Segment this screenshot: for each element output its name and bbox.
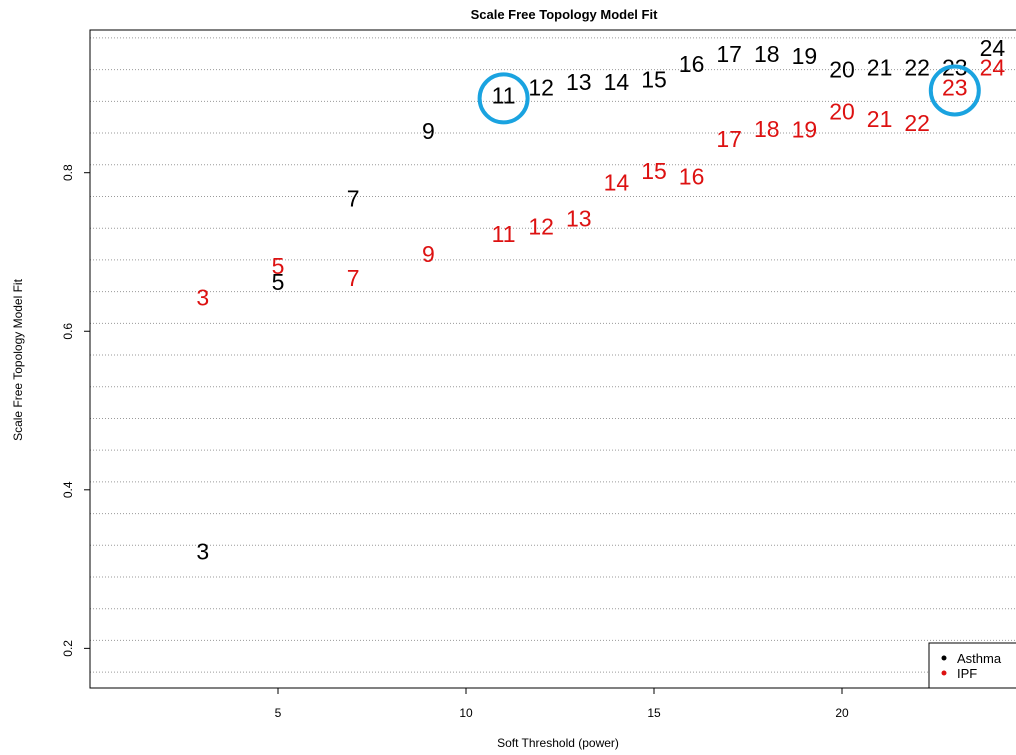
y-axis: 0.2 0.4 0.6 0.8 [61,164,90,657]
y-axis-label: Scale Free Topology Model Fit [11,278,25,441]
highlight-circle [928,64,981,117]
asthma-point-12: 12 [528,75,554,101]
legend-label: IPF [957,666,977,681]
ipf-point-5: 5 [272,253,285,279]
asthma-point-20: 20 [829,56,855,82]
legend-label: Asthma [957,651,1002,666]
ipf-point-7: 7 [347,265,360,291]
ipf-point-21: 21 [867,106,893,132]
y-tick-label: 0.4 [61,481,75,498]
x-tick-label: 15 [647,706,661,720]
ipf-point-18: 18 [754,116,780,142]
ipf-point-16: 16 [679,163,705,189]
asthma-point-17: 17 [716,41,742,67]
asthma-point-7: 7 [347,186,360,212]
asthma-point-16: 16 [679,51,705,77]
asthma-point-13: 13 [566,69,592,95]
x-axis-label: Soft Threshold (power) [497,736,619,750]
chart-title: Scale Free Topology Model Fit [471,7,659,22]
y-tick-label: 0.8 [61,164,75,181]
ipf-point-24: 24 [980,55,1006,81]
y-tick-label: 0.2 [61,640,75,657]
ipf-point-19: 19 [792,117,818,143]
ipf-point-12: 12 [528,213,554,239]
asthma-point-15: 15 [641,67,667,93]
asthma-point-3: 3 [196,538,209,564]
asthma-point-11: 11 [492,82,516,108]
asthma-point-22: 22 [904,55,930,81]
ipf-point-14: 14 [604,170,630,196]
x-tick-label: 20 [835,706,849,720]
asthma-point-18: 18 [754,41,780,67]
x-tick-label: 5 [275,706,282,720]
ipf-point-11: 11 [492,221,516,247]
data-points: 3579111213141516171819202122232425357911… [196,35,1006,564]
legend-marker [941,670,947,676]
ipf-point-17: 17 [716,126,742,152]
ipf-point-23: 23 [942,75,968,101]
legend-box [928,642,1016,689]
legend-marker [941,655,947,661]
asthma-point-14: 14 [604,69,630,95]
ipf-point-22: 22 [904,110,930,136]
highlight-circle [477,72,530,125]
asthma-point-21: 21 [867,55,893,81]
asthma-point-5: 5 [272,269,285,295]
ipf-point-15: 15 [641,158,667,184]
ipf-point-13: 13 [566,205,592,231]
x-tick-label: 10 [459,706,473,720]
ipf-point-3: 3 [196,285,209,311]
asthma-point-24: 24 [980,35,1006,61]
asthma-point-9: 9 [422,118,435,144]
ipf-point-9: 9 [422,241,435,267]
asthma-point-19: 19 [792,43,818,69]
plot-frame [89,29,1016,689]
y-tick-label: 0.6 [61,323,75,340]
x-axis: 510152025 [275,688,849,720]
ipf-point-20: 20 [829,98,855,124]
gridlines [90,37,1016,673]
highlight-circles [477,64,981,125]
